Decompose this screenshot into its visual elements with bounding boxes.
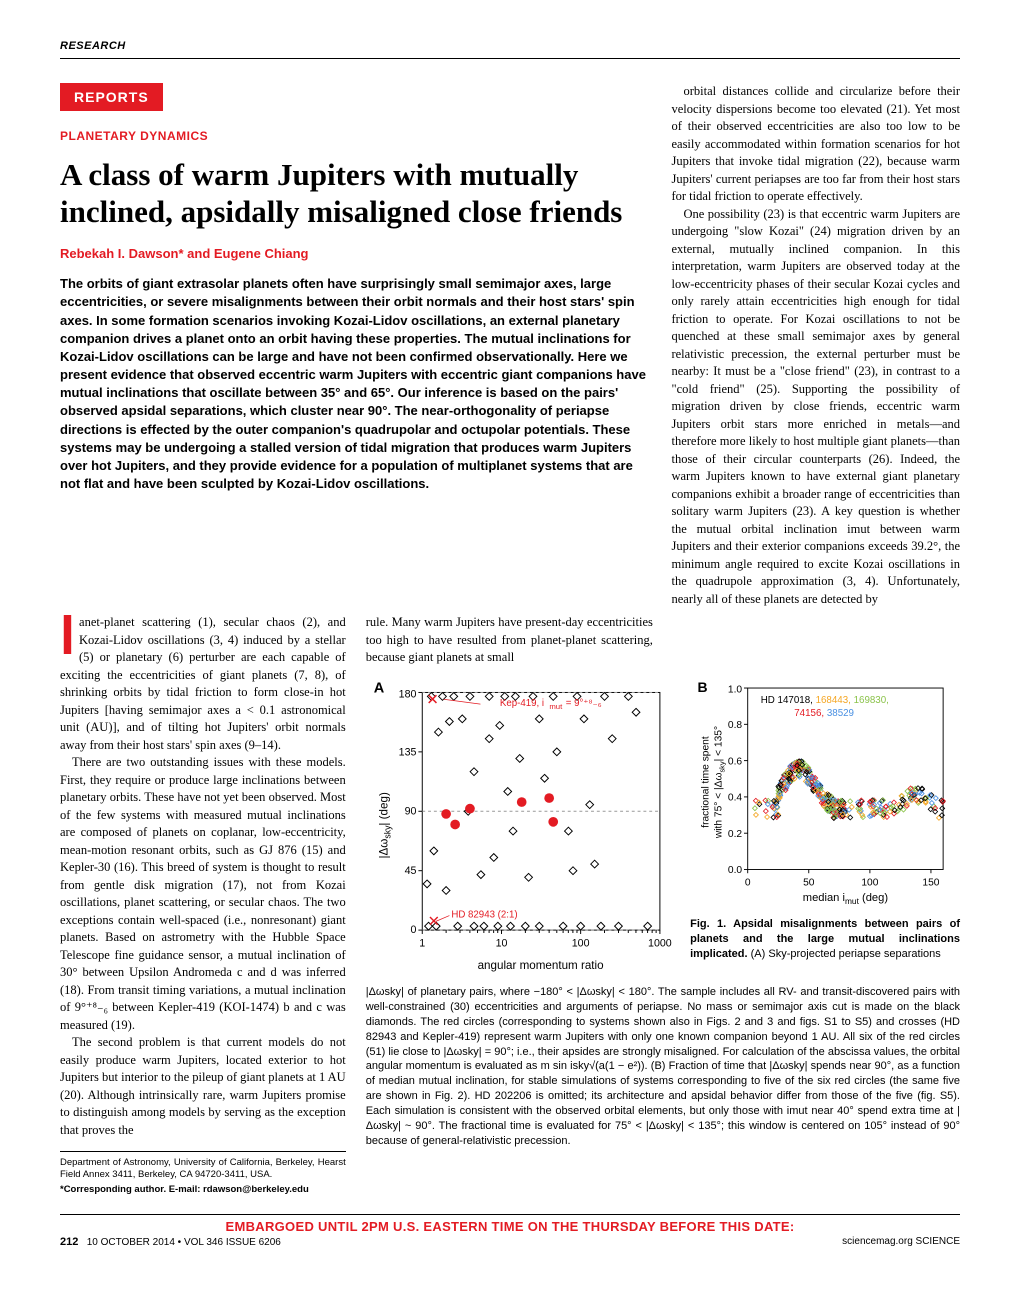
svg-text:median imut (deg): median imut (deg) xyxy=(803,892,889,906)
svg-text:0: 0 xyxy=(410,924,416,936)
article-title: A class of warm Jupiters with mutually i… xyxy=(60,157,651,230)
article-abstract: The orbits of giant extrasolar planets o… xyxy=(60,275,651,493)
svg-text:0.6: 0.6 xyxy=(728,756,743,767)
footer-journal: sciencemag.org SCIENCE xyxy=(842,1236,960,1248)
svg-text:= 9°⁺⁸₋₆: = 9°⁺⁸₋₆ xyxy=(566,698,602,709)
page-header-research: RESEARCH xyxy=(60,40,960,59)
svg-text:1.0: 1.0 xyxy=(728,684,743,695)
page-number: 212 xyxy=(60,1236,78,1248)
body-col3-p2: One possibility (23) is that eccentric w… xyxy=(671,206,960,609)
svg-text:90: 90 xyxy=(404,805,416,817)
svg-text:10: 10 xyxy=(495,937,507,949)
figure-caption-body: |Δωsky| of planetary pairs, where −180° … xyxy=(366,985,960,1148)
svg-text:HD 82943 (2:1): HD 82943 (2:1) xyxy=(451,909,517,920)
embargo-notice: EMBARGOED UNTIL 2PM U.S. EASTERN TIME ON… xyxy=(60,1219,960,1234)
body-col1-p1: lanet-planet scattering (1), secular cha… xyxy=(60,614,346,754)
svg-text:1000: 1000 xyxy=(648,937,672,949)
svg-text:A: A xyxy=(373,680,384,696)
svg-text:angular momentum ratio: angular momentum ratio xyxy=(477,958,603,971)
svg-text:0.8: 0.8 xyxy=(728,720,743,731)
svg-text:74156, 38529: 74156, 38529 xyxy=(794,707,854,718)
svg-text:|Δωsky| (deg): |Δωsky| (deg) xyxy=(377,792,392,858)
svg-text:100: 100 xyxy=(861,877,878,888)
svg-text:0: 0 xyxy=(745,877,751,888)
affiliation-block: Department of Astronomy, University of C… xyxy=(60,1151,346,1196)
article-category: PLANETARY DYNAMICS xyxy=(60,129,651,143)
svg-text:with 75° < |Δωsky| < 135°: with 75° < |Δωsky| < 135° xyxy=(714,725,727,838)
svg-text:mut: mut xyxy=(549,701,563,710)
body-col2-p1: rule. Many warm Jupiters have present-da… xyxy=(366,614,653,667)
svg-text:Kep-419, i: Kep-419, i xyxy=(500,698,544,709)
svg-text:150: 150 xyxy=(923,877,940,888)
svg-text:HD 147018, 168443, 169830,: HD 147018, 168443, 169830, xyxy=(761,694,889,705)
svg-text:100: 100 xyxy=(571,937,589,949)
svg-text:0.4: 0.4 xyxy=(728,792,743,803)
svg-text:fractional time spent: fractional time spent xyxy=(701,736,712,828)
body-col1-p2: There are two outstanding issues with th… xyxy=(60,754,346,1034)
figure-panel-a: A 0 45 90 135 180 xyxy=(366,675,676,980)
svg-text:B: B xyxy=(698,678,708,694)
svg-text:45: 45 xyxy=(404,864,416,876)
body-col3-p1: orbital distances collide and circulariz… xyxy=(671,83,960,206)
svg-text:50: 50 xyxy=(803,877,815,888)
svg-text:0.0: 0.0 xyxy=(728,865,743,876)
svg-text:0.2: 0.2 xyxy=(728,828,743,839)
footer-issue: 10 OCTOBER 2014 • VOL 346 ISSUE 6206 xyxy=(87,1237,281,1248)
svg-text:1: 1 xyxy=(419,937,425,949)
article-authors: Rebekah I. Dawson* and Eugene Chiang xyxy=(60,246,651,261)
reports-badge: REPORTS xyxy=(60,83,163,111)
figure-panel-b: B 0.0 0.2 0.4 0.6 0.8 1.0 0 50 100 150 xyxy=(690,675,960,980)
svg-text:135: 135 xyxy=(398,746,416,758)
svg-text:180: 180 xyxy=(398,688,416,700)
body-col1-p3: The second problem is that current model… xyxy=(60,1034,346,1139)
